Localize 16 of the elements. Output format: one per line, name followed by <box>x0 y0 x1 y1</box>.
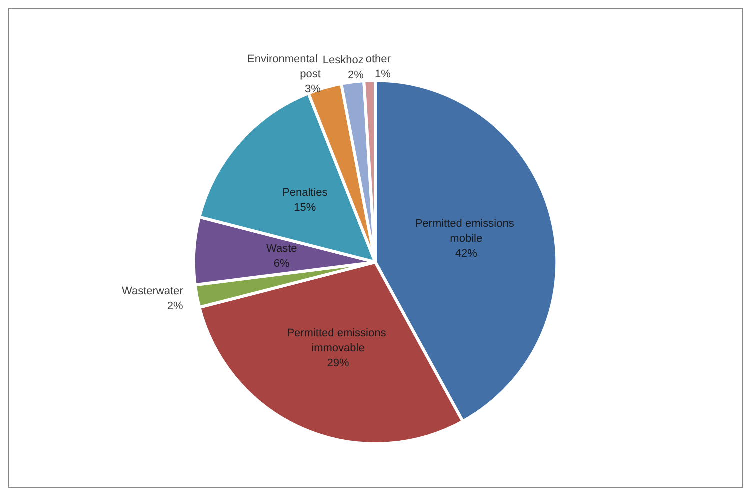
data-label: 42% <box>455 248 478 260</box>
data-label: 1% <box>375 68 392 80</box>
data-label: 15% <box>294 202 316 214</box>
slice-label: Permitted emissions immovable <box>287 327 390 354</box>
data-label: 2% <box>167 300 184 312</box>
slice-label: other <box>366 53 392 66</box>
data-label: 2% <box>348 70 364 82</box>
data-label: 3% <box>305 83 322 96</box>
data-label: 6% <box>274 258 290 270</box>
slice-label: Wasterwater <box>122 286 184 298</box>
slice-label: Permitted emissions mobile <box>415 218 518 246</box>
slice-label: Waste <box>266 242 298 255</box>
data-label: 29% <box>327 357 350 370</box>
slice-label: Penalties <box>282 186 328 199</box>
slice-label: Leskhoz <box>322 54 364 67</box>
slice-label: Environmental post <box>248 53 321 80</box>
